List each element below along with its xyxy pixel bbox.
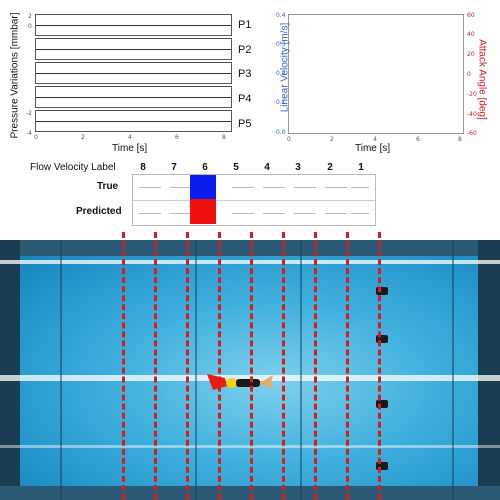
- pressure-track-p3: [35, 62, 232, 84]
- column-number: 6: [202, 162, 208, 173]
- sensor-position-line: [378, 232, 381, 500]
- pressure-track-p4: [35, 86, 232, 108]
- attack-angle-ylabel: Attack Angle [deg]: [476, 39, 488, 120]
- angle-ytick: -20: [467, 91, 477, 98]
- sensor-position-line: [218, 232, 221, 500]
- velocity-ytick: 0.2: [276, 70, 286, 77]
- column-number: 5: [233, 162, 239, 173]
- tank-left-wall: [0, 240, 20, 500]
- pressure-xtick: 0: [34, 134, 38, 141]
- sensor-mount: [376, 462, 388, 470]
- pressure-track-p2: [35, 38, 232, 60]
- column-number: 2: [327, 162, 333, 173]
- velocity-ylabel: Linear Velocity [m/s]: [279, 22, 291, 113]
- frame-bar: [452, 240, 454, 500]
- velocity-xlabel: Time [s]: [355, 143, 391, 154]
- plot-panel: Pressure Variations [mmbar] P1 P2 P3 P4 …: [0, 0, 500, 240]
- row-label-predicted: Predicted: [76, 206, 122, 217]
- angle-ytick: 40: [467, 31, 475, 38]
- flow-velocity-header: Flow Velocity Label: [30, 162, 116, 173]
- row-label-true: True: [97, 181, 119, 192]
- predicted-label-cell: [190, 199, 216, 224]
- angle-ytick: 20: [467, 51, 475, 58]
- velocity-xtick: 8: [458, 136, 462, 143]
- velocity-xtick: 6: [416, 136, 420, 143]
- pressure-ytick: 2: [28, 13, 32, 20]
- pressure-ytick: 0: [28, 23, 32, 30]
- pressure-ytick: -4: [26, 130, 32, 137]
- sensor-position-line: [154, 232, 157, 500]
- sensor-position-line: [282, 232, 285, 500]
- pressure-xlabel: Time [s]: [112, 143, 148, 154]
- column-number: 7: [171, 162, 177, 173]
- pressure-ytick: -2: [26, 110, 32, 117]
- sensor-mount: [376, 335, 388, 343]
- tank-right-wall: [478, 240, 500, 500]
- channel-label-p2: P2: [238, 44, 252, 56]
- angle-ytick: -40: [467, 111, 477, 118]
- velocity-ytick: 0.4: [276, 12, 286, 19]
- channel-label-p1: P1: [238, 19, 252, 31]
- flow-label-grid: [132, 174, 376, 226]
- sensor-position-line: [250, 232, 253, 500]
- velocity-plot-frame: [288, 14, 464, 134]
- velocity-xtick: 4: [373, 136, 377, 143]
- frame-bar: [60, 240, 62, 500]
- channel-label-p5: P5: [238, 118, 252, 130]
- pressure-xtick: 6: [175, 134, 179, 141]
- robot-fish: [205, 372, 275, 392]
- pressure-track-p5: [35, 110, 232, 132]
- column-number: 3: [295, 162, 301, 173]
- sensor-position-line: [122, 232, 125, 500]
- sensor-mount: [376, 287, 388, 295]
- velocity-ytick: 0.0: [276, 129, 286, 136]
- channel-label-p4: P4: [238, 93, 252, 105]
- velocity-xtick: 0: [287, 136, 291, 143]
- column-number: 8: [140, 162, 146, 173]
- pressure-xtick: 2: [81, 134, 85, 141]
- sensor-position-line: [346, 232, 349, 500]
- sensor-mount: [376, 400, 388, 408]
- true-label-cell: [190, 175, 216, 199]
- angle-ytick: 60: [467, 12, 475, 19]
- frame-bar: [195, 240, 197, 500]
- velocity-ytick: 0.1: [276, 99, 286, 106]
- velocity-xtick: 2: [330, 136, 334, 143]
- pressure-ylabel: Pressure Variations [mmbar]: [9, 12, 21, 139]
- column-number: 1: [358, 162, 364, 173]
- sensor-position-line: [186, 232, 189, 500]
- velocity-ytick: 0.3: [276, 41, 286, 48]
- pressure-xtick: 8: [222, 134, 226, 141]
- frame-bar: [300, 240, 302, 500]
- channel-label-p3: P3: [238, 68, 252, 80]
- pressure-xtick: 4: [128, 134, 132, 141]
- pressure-track-p1: [35, 14, 232, 36]
- column-number: 4: [264, 162, 270, 173]
- sensor-position-line: [314, 232, 317, 500]
- angle-ytick: -60: [467, 130, 477, 137]
- angle-ytick: 0: [467, 71, 471, 78]
